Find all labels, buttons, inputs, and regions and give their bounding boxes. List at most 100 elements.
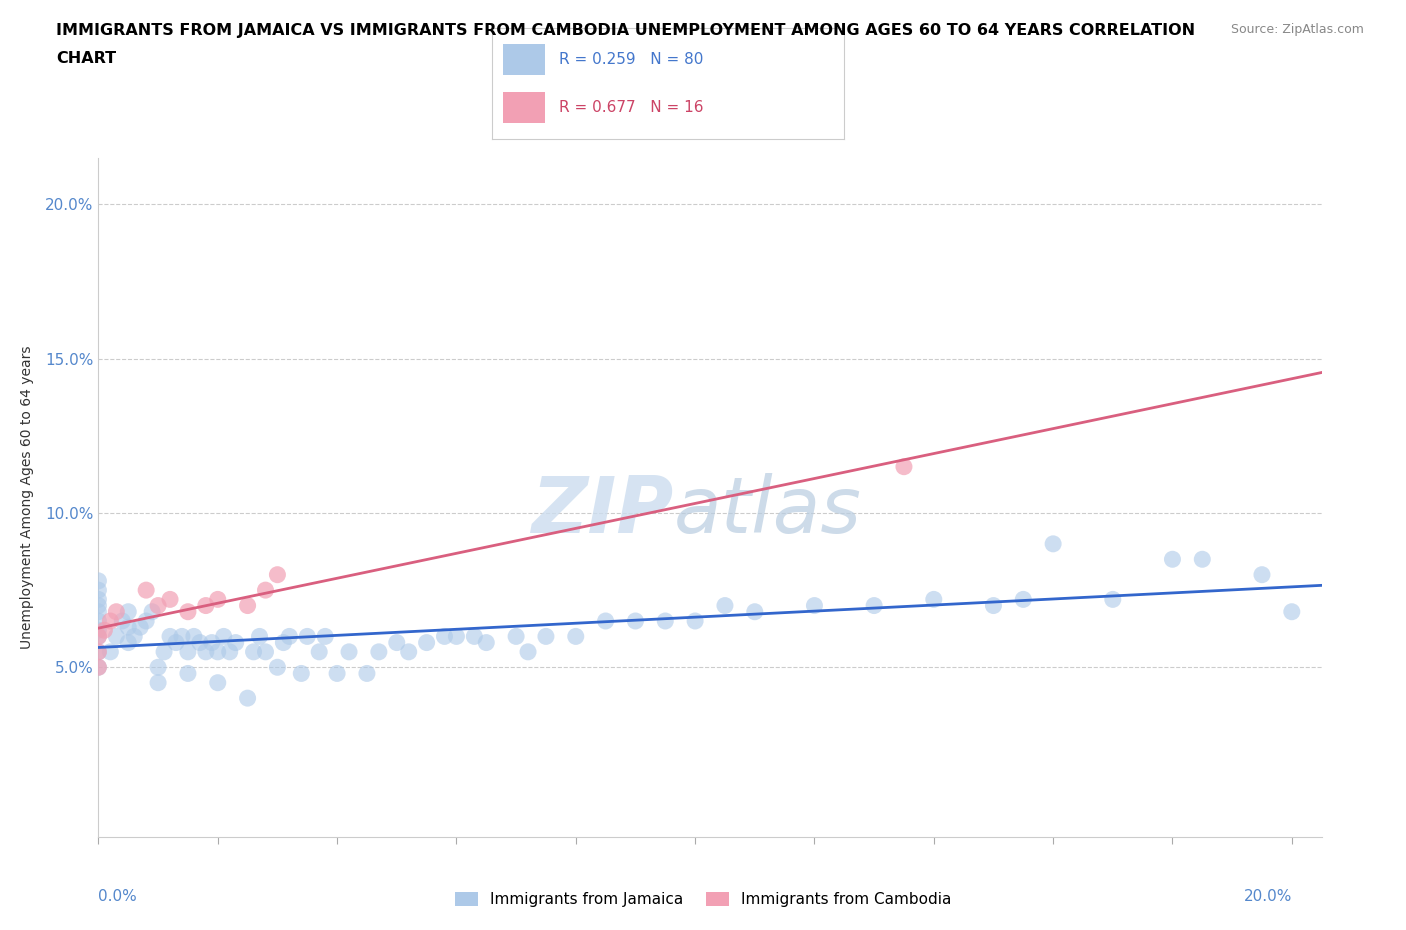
Point xyxy=(565,629,588,644)
Point xyxy=(337,644,360,659)
Point xyxy=(254,644,277,659)
Point xyxy=(249,629,271,644)
Point xyxy=(87,598,110,613)
Point xyxy=(146,660,169,675)
Point xyxy=(308,644,330,659)
Point xyxy=(105,629,128,644)
Text: R = 0.259   N = 80: R = 0.259 N = 80 xyxy=(560,52,703,67)
Point xyxy=(683,614,706,629)
Point xyxy=(273,635,295,650)
Point xyxy=(207,592,229,607)
Point xyxy=(290,666,312,681)
Point xyxy=(117,635,139,650)
Point xyxy=(87,614,110,629)
Point xyxy=(624,614,647,629)
Point xyxy=(714,598,737,613)
FancyBboxPatch shape xyxy=(503,91,544,123)
Point xyxy=(207,675,229,690)
Point xyxy=(314,629,336,644)
Point xyxy=(87,644,110,659)
Point xyxy=(463,629,485,644)
Point xyxy=(122,629,145,644)
FancyBboxPatch shape xyxy=(503,44,544,74)
Point xyxy=(135,583,157,598)
Text: R = 0.677   N = 16: R = 0.677 N = 16 xyxy=(560,100,703,114)
Point xyxy=(117,619,139,634)
Point xyxy=(1042,537,1064,551)
Text: atlas: atlas xyxy=(673,473,862,549)
Text: IMMIGRANTS FROM JAMAICA VS IMMIGRANTS FROM CAMBODIA UNEMPLOYMENT AMONG AGES 60 T: IMMIGRANTS FROM JAMAICA VS IMMIGRANTS FR… xyxy=(56,23,1195,38)
Point xyxy=(654,614,676,629)
Point xyxy=(1012,592,1035,607)
Point xyxy=(415,635,437,650)
Text: 0.0%: 0.0% xyxy=(98,889,138,905)
Point xyxy=(87,644,110,659)
Point xyxy=(177,666,200,681)
Point xyxy=(177,604,200,619)
Point xyxy=(744,604,766,619)
Point xyxy=(87,629,110,644)
Point xyxy=(266,660,288,675)
Point xyxy=(218,644,240,659)
Text: Source: ZipAtlas.com: Source: ZipAtlas.com xyxy=(1230,23,1364,36)
Point xyxy=(1191,551,1213,566)
Point xyxy=(922,592,945,607)
Point xyxy=(297,629,319,644)
Point xyxy=(111,614,134,629)
Point xyxy=(177,644,200,659)
Point xyxy=(129,619,152,634)
Point xyxy=(212,629,235,644)
Point xyxy=(194,598,217,613)
Point xyxy=(475,635,498,650)
Point xyxy=(863,598,886,613)
Point xyxy=(141,604,163,619)
Point xyxy=(146,675,169,690)
Point xyxy=(87,660,110,675)
Point xyxy=(983,598,1005,613)
Point xyxy=(326,666,349,681)
Point xyxy=(242,644,264,659)
Point xyxy=(893,459,915,474)
Point xyxy=(385,635,408,650)
Point xyxy=(87,660,110,675)
Point xyxy=(87,629,110,644)
Point xyxy=(183,629,205,644)
Point xyxy=(170,629,193,644)
Point xyxy=(153,644,176,659)
Point xyxy=(266,567,288,582)
Point xyxy=(201,635,224,650)
Point xyxy=(356,666,378,681)
Point xyxy=(87,583,110,598)
Point xyxy=(1101,592,1123,607)
Point xyxy=(517,644,540,659)
Point xyxy=(165,635,187,650)
Text: ZIP: ZIP xyxy=(531,473,673,549)
Text: 20.0%: 20.0% xyxy=(1243,889,1292,905)
Point xyxy=(236,691,259,706)
Point xyxy=(398,644,420,659)
Point xyxy=(534,629,557,644)
Point xyxy=(278,629,301,644)
Point xyxy=(87,623,110,638)
Point xyxy=(87,592,110,607)
Point xyxy=(236,598,259,613)
Point xyxy=(433,629,456,644)
Point xyxy=(1251,567,1274,582)
Point xyxy=(135,614,157,629)
Legend: Immigrants from Jamaica, Immigrants from Cambodia: Immigrants from Jamaica, Immigrants from… xyxy=(449,885,957,913)
Point xyxy=(225,635,247,650)
Point xyxy=(117,604,139,619)
Point xyxy=(159,629,181,644)
Point xyxy=(188,635,211,650)
Point xyxy=(446,629,468,644)
Point xyxy=(1281,604,1303,619)
Point xyxy=(595,614,617,629)
Point xyxy=(159,592,181,607)
Point xyxy=(105,604,128,619)
Text: CHART: CHART xyxy=(56,51,117,66)
Point xyxy=(98,644,121,659)
Point xyxy=(194,644,217,659)
Point xyxy=(367,644,389,659)
Point xyxy=(146,598,169,613)
Point xyxy=(207,644,229,659)
